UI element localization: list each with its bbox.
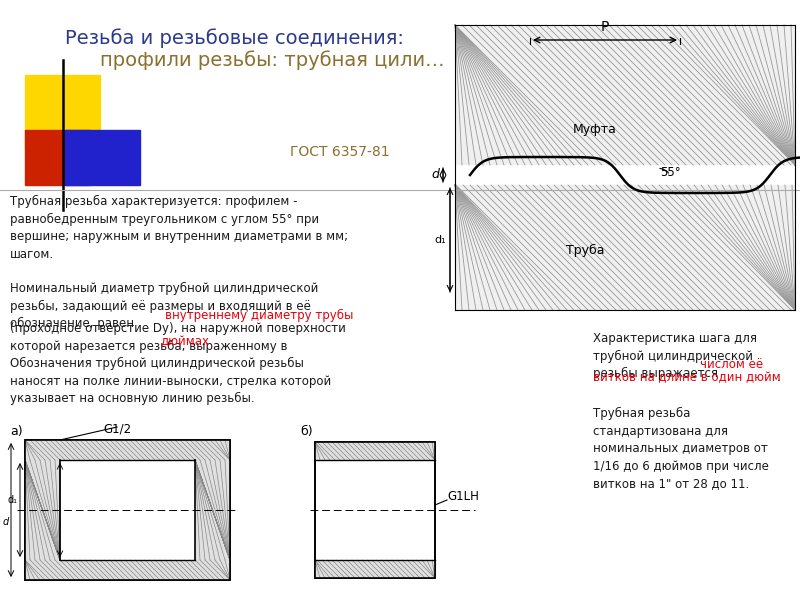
Bar: [195, 460, 230, 560]
Text: d₁: d₁: [434, 235, 446, 245]
Text: дюймах: дюймах: [160, 335, 209, 348]
Bar: [455, 185, 795, 310]
Text: числом её: числом её: [700, 358, 763, 371]
Text: P: P: [601, 20, 609, 34]
Text: G1LH: G1LH: [447, 490, 479, 503]
Text: d: d: [2, 517, 9, 527]
Text: .: .: [202, 335, 206, 348]
Bar: [315, 560, 435, 578]
Text: .: .: [777, 371, 781, 384]
Bar: [65, 130, 140, 185]
Text: а): а): [10, 425, 22, 438]
Text: Номинальный диаметр трубной цилиндрической
резьбы, задающий её размеры и входящи: Номинальный диаметр трубной цилиндрическ…: [10, 282, 318, 331]
Bar: [25, 440, 230, 460]
Text: Труба: Труба: [566, 244, 604, 257]
Text: d₁: d₁: [8, 495, 18, 505]
Text: Трубная резьба
стандартизована для
номинальных диаметров от
1/16 до 6 дюймов при: Трубная резьба стандартизована для номин…: [593, 407, 769, 490]
Bar: [25, 560, 230, 580]
Bar: [25, 75, 100, 150]
Bar: [25, 440, 230, 580]
Bar: [25, 440, 230, 580]
Text: 55°: 55°: [660, 166, 681, 179]
Text: Резьба и резьбовые соединения:: Резьба и резьбовые соединения:: [65, 28, 404, 47]
Text: Трубная резьба характеризуется: профилем -
равнобедренным треугольником с углом : Трубная резьба характеризуется: профилем…: [10, 195, 348, 261]
Bar: [315, 442, 435, 578]
Text: (проходное отверстие Dу), на наружной поверхности
которой нарезается резьба, выр: (проходное отверстие Dу), на наружной по…: [10, 322, 346, 353]
Text: Характеристика шага для
трубной цилиндрической
резьбы выражается: Характеристика шага для трубной цилиндри…: [593, 332, 757, 380]
Bar: [455, 25, 795, 310]
Bar: [25, 460, 60, 560]
Text: б): б): [300, 425, 313, 438]
Text: d: d: [431, 169, 439, 181]
Text: внутреннему диаметру трубы: внутреннему диаметру трубы: [165, 309, 354, 322]
Text: ГОСТ 6357-81: ГОСТ 6357-81: [290, 145, 390, 159]
Text: G1/2: G1/2: [103, 422, 131, 435]
Bar: [315, 442, 435, 578]
Bar: [455, 25, 795, 165]
Text: Муфта: Муфта: [573, 124, 617, 136]
Text: профили резьбы: трубная цили…: профили резьбы: трубная цили…: [100, 50, 445, 70]
Text: витков на длине в один дюйм: витков на длине в один дюйм: [593, 371, 781, 384]
Text: Dу: Dу: [72, 502, 86, 512]
Bar: [25, 130, 90, 185]
Text: Обозначения трубной цилиндрической резьбы
наносят на полке линии-выноски, стрелк: Обозначения трубной цилиндрической резьб…: [10, 357, 331, 405]
Bar: [315, 442, 435, 460]
